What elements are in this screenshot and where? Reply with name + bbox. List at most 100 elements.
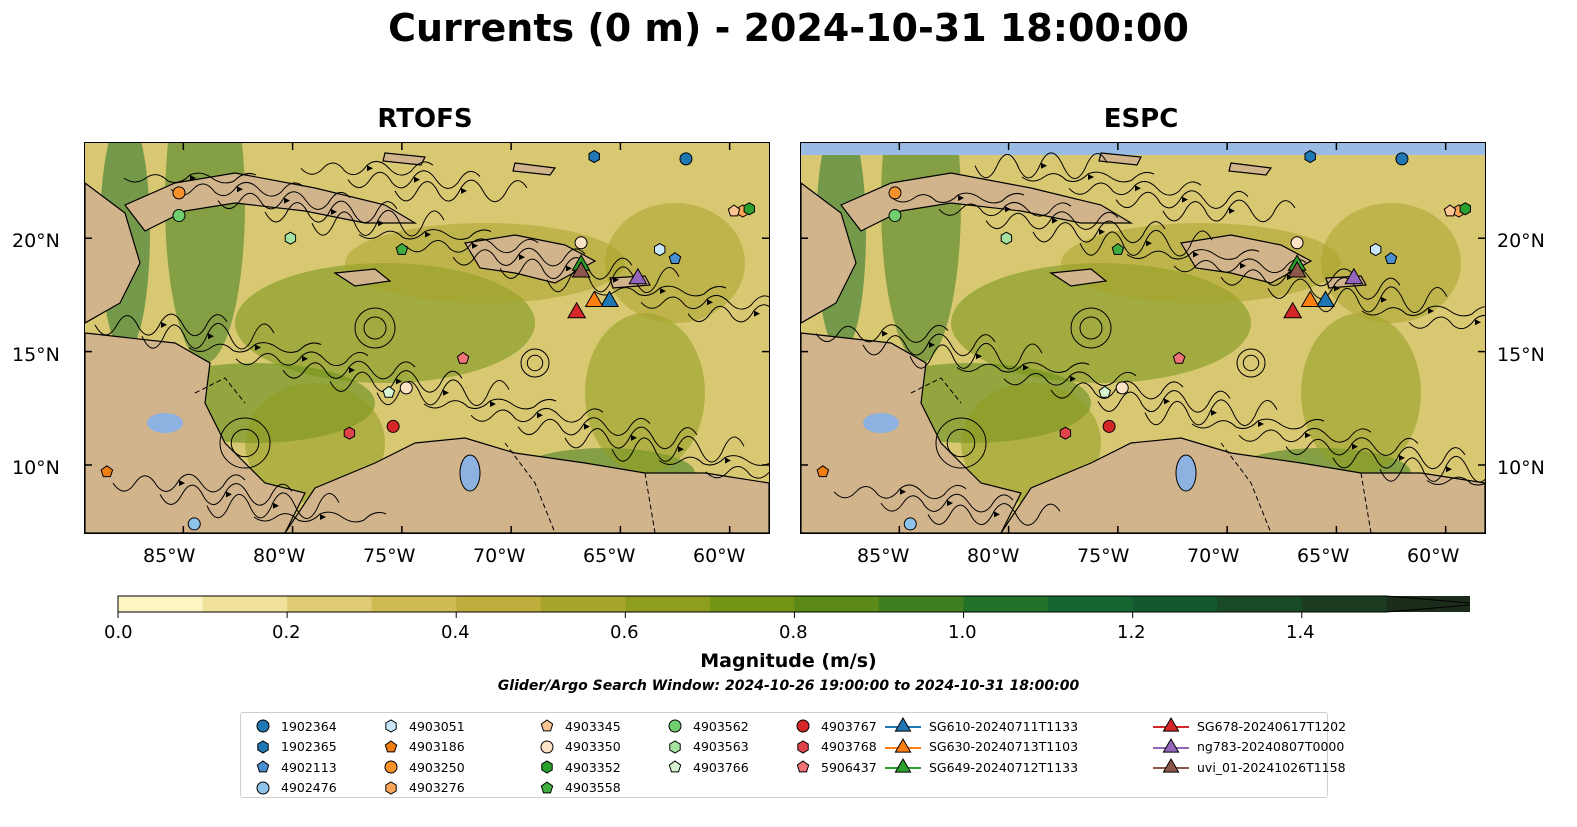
legend-item: 5906437 <box>793 758 877 776</box>
argo-marker-5906437 <box>1172 351 1186 364</box>
lon-tick: 70°W <box>1187 545 1240 567</box>
streamline-arrow <box>226 491 232 498</box>
lon-tick: 80°W <box>253 545 306 567</box>
streamline-arrow <box>490 401 496 407</box>
colorbar-segment <box>963 596 1049 612</box>
argo-marker-4903186 <box>816 465 830 478</box>
country-borders <box>910 377 1372 533</box>
legend-item: 4903051 <box>381 717 465 735</box>
lon-tick: 75°W <box>363 545 416 567</box>
legend-marker-circle-icon <box>668 719 682 733</box>
streamline-arrow <box>947 500 953 507</box>
legend-marker-pentagon-icon <box>540 780 554 793</box>
map-panel-espc[interactable] <box>800 142 1486 534</box>
legend-item: 4903562 <box>665 717 749 735</box>
land-bahamas-1 <box>512 162 557 176</box>
streamline-arrow <box>1334 285 1340 292</box>
legend-item: 4903767 <box>793 717 877 735</box>
legend-label: 4903276 <box>409 780 465 795</box>
observation-markers <box>816 150 1471 531</box>
streamline-arrow <box>754 310 760 317</box>
streamline-arrow <box>1052 217 1058 224</box>
legend-item: SG678-20240617T1202 <box>1153 717 1346 735</box>
legend-item: SG630-20240713T1103 <box>885 737 1078 756</box>
legend-label: 4903352 <box>565 759 621 775</box>
legend-marker-pentagon-icon <box>256 760 270 773</box>
streamline <box>974 152 1108 179</box>
eddy-streamline <box>520 348 550 378</box>
streamline-arrow <box>566 265 572 272</box>
legend-item: 4903558 <box>537 779 621 797</box>
map-canvas-espc <box>801 143 1485 533</box>
legend-marker-circle-icon <box>256 719 270 733</box>
streamline-arrow <box>1475 319 1481 326</box>
land-central-america <box>85 332 306 533</box>
colorbar-label: Magnitude (m/s) <box>700 650 877 672</box>
argo-marker-4903768 <box>1059 426 1072 440</box>
streamline-arrow <box>1005 206 1011 213</box>
streamline-arrow <box>208 333 214 340</box>
colorbar-segment <box>456 596 542 612</box>
lon-tick: 85°W <box>143 545 196 567</box>
streamline-arrow <box>1211 409 1217 416</box>
legend-item: uvi_01-20241026T1158 <box>1153 758 1346 776</box>
colorbar <box>117 595 1470 618</box>
legend-item: 4903768 <box>793 738 877 756</box>
streamline <box>1003 371 1137 387</box>
speed-patch <box>585 313 705 473</box>
colorbar-segment <box>1132 596 1218 612</box>
colorbar-segment <box>625 596 711 612</box>
colorbar-tick: 1.0 <box>948 622 977 643</box>
tick-marks <box>85 143 769 533</box>
eddy-streamline <box>1242 354 1260 372</box>
colorbar-segment <box>287 596 373 612</box>
eddy-streamline <box>946 428 976 458</box>
streamline-arrow <box>255 344 261 351</box>
streamline-arrow <box>707 299 713 306</box>
eddy-streamline <box>1079 316 1103 340</box>
argo-marker-4902476 <box>903 517 917 531</box>
legend-item: 4903276 <box>381 779 465 797</box>
streamline-arrow <box>584 423 590 430</box>
legend-label: 4902113 <box>281 759 337 775</box>
argo-marker-4903558 <box>1111 242 1125 255</box>
legend-marker-pentagon-icon <box>384 739 398 752</box>
streamlines <box>815 152 1485 526</box>
colorbar-segment <box>1217 596 1303 612</box>
legend-label: 1902364 <box>281 718 337 734</box>
legend-marker-pentagon-icon <box>668 760 682 773</box>
lat-tick: 10°N <box>1497 457 1545 479</box>
legend-label: SG610-20240711T1133 <box>929 718 1079 734</box>
argo-marker-4903345 <box>1443 204 1457 217</box>
streamline-arrow <box>660 288 666 294</box>
streamline <box>394 179 528 203</box>
lake-nicaragua <box>863 413 899 433</box>
streamline-arrow <box>1352 443 1358 450</box>
streamline-arrow <box>161 321 167 328</box>
map-panel-rtofs[interactable] <box>84 142 770 534</box>
streamline <box>1162 199 1296 223</box>
glider-marker-sg678-20240617t1202 <box>567 301 587 319</box>
streamline-arrow <box>1229 207 1235 214</box>
streamline-arrow <box>443 389 449 396</box>
colorbar-tick: 0.2 <box>272 622 301 643</box>
legend-label: 4903558 <box>565 780 621 795</box>
legend-marker-circle-icon <box>256 781 270 794</box>
argo-marker-4903350 <box>1290 236 1304 250</box>
legend: 1902364 1902365 4902113 4902476 4903051 49031… <box>240 712 1346 798</box>
legend-label: 4903767 <box>821 718 877 734</box>
streamline-arrow <box>273 502 279 509</box>
legend-marker-circle-icon <box>384 760 398 774</box>
lat-tick: 10°N <box>12 457 60 479</box>
streamline-arrow <box>900 488 906 495</box>
streamline-arrow <box>190 175 196 181</box>
streamline-arrow <box>378 220 384 227</box>
argo-marker-4903250 <box>888 186 902 200</box>
legend-item: SG649-20240712T1133 <box>885 758 1078 776</box>
lake-maracaibo <box>1175 454 1197 492</box>
lake-maracaibo <box>459 454 481 492</box>
streamline <box>499 257 633 280</box>
streamline-arrow <box>320 514 326 520</box>
streamline-arrow <box>929 341 935 348</box>
legend-marker-pentagon-icon <box>796 760 810 773</box>
